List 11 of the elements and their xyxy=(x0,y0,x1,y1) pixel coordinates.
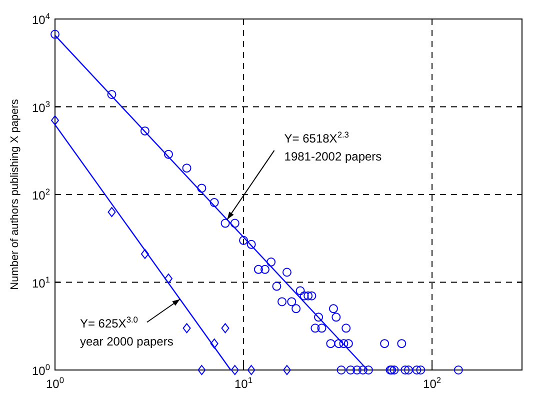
y-tick-label: 10$^{0}$ xyxy=(32,362,50,378)
y-tick-label: 10$^{1}$ xyxy=(32,274,50,290)
x-tick-label: 10$^{0}$ xyxy=(46,375,64,391)
annotation: Y= 6518X$^{2.3}$ 1981-2002 papers xyxy=(284,129,382,164)
y-tick-label: 10$^{2}$ xyxy=(32,186,50,202)
y-tick-label: 10$^{4}$ xyxy=(32,11,50,27)
x-tick-label: 10$^{1}$ xyxy=(234,375,253,391)
x-tick-label: 10$^{2}$ xyxy=(423,375,442,391)
y-tick-label: 10$^{3}$ xyxy=(32,98,50,115)
y-axis-title: Number of authors publishing X papers xyxy=(9,98,21,290)
annotation: Y= 625X$^{3.0}$ year 2000 papers xyxy=(80,314,174,348)
